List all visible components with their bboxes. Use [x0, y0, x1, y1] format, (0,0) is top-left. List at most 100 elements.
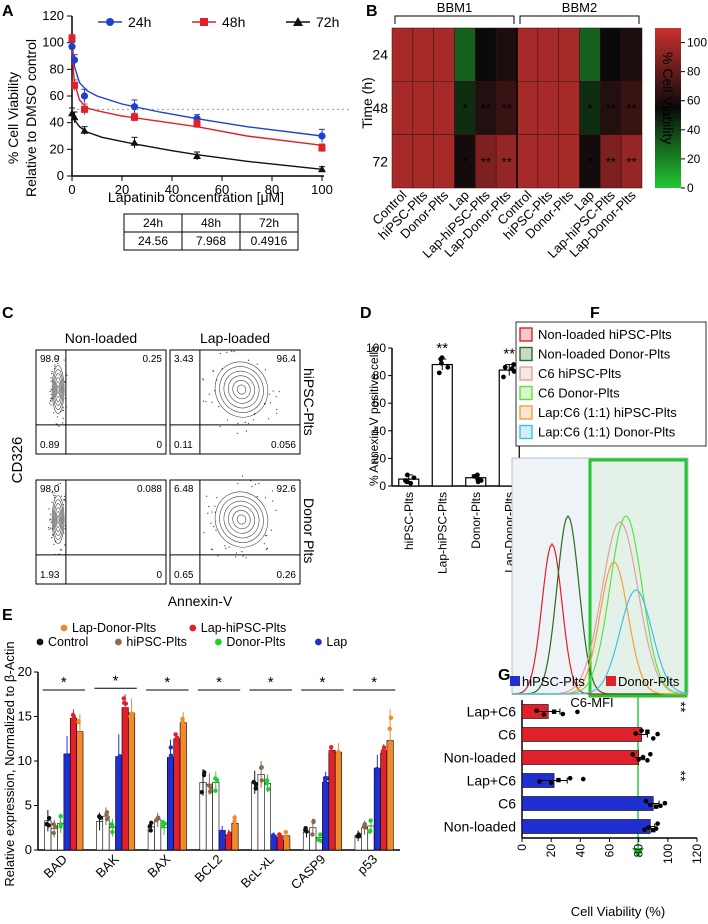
- e-data-point: [213, 788, 218, 793]
- flow-contour: [228, 505, 255, 534]
- flow-event-dot: [211, 549, 214, 551]
- flow-quadrant-ul: 3.43: [174, 354, 194, 365]
- flow-event-dot: [51, 491, 53, 494]
- flow-event-dot: [66, 374, 68, 376]
- panel-label-e: E: [2, 607, 13, 624]
- panel-f-c6-histogram: C6-MFI Non-loaded hiPSC-Plts Non-loaded D…: [511, 321, 707, 858]
- e-x-tick-label: BCL2: [192, 852, 226, 886]
- g-data-point: [658, 803, 663, 809]
- flow-event-dot: [51, 370, 53, 373]
- flow-event-dot: [64, 380, 66, 383]
- g-significance: **: [673, 771, 689, 782]
- heatmap-cell: [475, 27, 497, 82]
- flow-event-dot: [252, 419, 255, 421]
- flow-event-dot: [63, 495, 66, 497]
- flow-event-dot: [51, 528, 53, 530]
- e-bar-Donor-Plts: [264, 782, 272, 851]
- e-data-point: [160, 824, 166, 829]
- a-point-24h: [68, 43, 76, 51]
- e-data-point: [335, 755, 341, 760]
- d-y-tick-label: 60: [373, 396, 387, 410]
- flow-contour: [219, 496, 264, 543]
- flow-quadrant-lr: 0: [156, 570, 162, 581]
- a-point-24h: [70, 56, 79, 64]
- g-y-tick-label: Non-loaded: [444, 750, 516, 766]
- d-y-tick-label: 40: [373, 424, 387, 438]
- e-data-point: [266, 787, 271, 792]
- flow-event-dot: [49, 390, 51, 393]
- flow-event-dot: [60, 411, 62, 413]
- flow-event-dot: [244, 421, 246, 423]
- e-data-point: [65, 758, 71, 764]
- a-legend-label: 48h: [222, 14, 245, 30]
- d-data-point: [402, 478, 408, 483]
- e-data-point: [283, 830, 288, 835]
- a-legend-marker: [200, 18, 208, 26]
- g-bar: [521, 819, 651, 834]
- flow-event-dot: [60, 495, 62, 497]
- heatmap-cell: [412, 27, 434, 82]
- e-legend-label: Control: [48, 635, 88, 649]
- e-data-point: [272, 834, 277, 839]
- flow-quadrant-ur: 96.4: [277, 354, 297, 365]
- flow-event-dot: [270, 529, 272, 531]
- colorbar-label: % Cell Viability: [660, 52, 676, 144]
- flow-event-dot: [54, 540, 56, 542]
- g-y-tick-label: Lap+C6: [467, 704, 517, 720]
- e-data-point: [122, 700, 127, 706]
- e-data-point: [304, 829, 309, 834]
- flow-event-dot: [61, 409, 64, 411]
- flow-event-dot: [210, 548, 212, 550]
- flow-event-dot: [205, 401, 207, 403]
- a-y-tick-label: 80: [50, 61, 64, 76]
- flow-event-dot: [275, 509, 277, 511]
- e-data-point: [76, 718, 81, 724]
- f-legend-label: Lap:C6 (1:1) Donor-Plts: [538, 425, 676, 440]
- e-data-point: [168, 753, 174, 758]
- flow-event-dot: [202, 378, 204, 380]
- heatmap-cell: [620, 27, 643, 82]
- flow-event-dot: [62, 407, 64, 409]
- flow-plot-frame: [35, 479, 167, 585]
- flow-contour: [232, 380, 251, 400]
- flow-event-dot: [275, 395, 277, 398]
- g-significance: **: [673, 702, 689, 713]
- g-data-point: [643, 798, 649, 804]
- e-data-point: [388, 741, 393, 747]
- ic50-table-header: 24h: [143, 216, 163, 230]
- e-data-point: [58, 814, 63, 819]
- e-data-point: [322, 779, 328, 784]
- flow-event-dot: [59, 482, 61, 484]
- g-data-point: [556, 777, 561, 783]
- e-data-point: [115, 757, 121, 762]
- e-data-point: [375, 770, 380, 776]
- heatmap-cell: [558, 134, 580, 189]
- e-legend-label: Lap-hiPSC-Plts: [201, 621, 286, 635]
- e-x-tick-label: BcL-xL: [238, 852, 277, 891]
- heatmap-y-label: Time (h): [359, 77, 375, 129]
- a-y-tick-label: 120: [42, 8, 64, 23]
- flow-event-dot: [58, 425, 60, 427]
- flow-quadrant-lr: 0.26: [277, 570, 297, 581]
- e-data-point: [148, 828, 153, 833]
- d-y-tick-label: 0: [379, 479, 386, 493]
- flow-event-dot: [49, 518, 52, 520]
- flow-event-dot: [272, 390, 274, 392]
- flow-quadrant-ll: 0.89: [40, 440, 60, 451]
- flow-event-dot: [245, 557, 247, 559]
- heatmap-cell: [433, 81, 455, 135]
- histogram-x-label: C6-MFI: [570, 695, 613, 710]
- flow-event-dot: [219, 352, 221, 355]
- flow-contour: [55, 511, 61, 528]
- e-x-tick-label: CASP9: [288, 852, 329, 893]
- e-y-tick-label: 20: [18, 664, 32, 679]
- flow-event-dot: [64, 544, 66, 546]
- heatmap-significance: **: [606, 154, 616, 169]
- g-data-point: [655, 731, 660, 737]
- e-data-point: [180, 724, 186, 729]
- g-data-point: [560, 711, 566, 717]
- a-x-tick-label: 80: [265, 182, 279, 197]
- e-y-tick-label: 15: [18, 709, 32, 724]
- flow-event-dot: [63, 409, 65, 412]
- heatmap-significance: **: [481, 154, 491, 169]
